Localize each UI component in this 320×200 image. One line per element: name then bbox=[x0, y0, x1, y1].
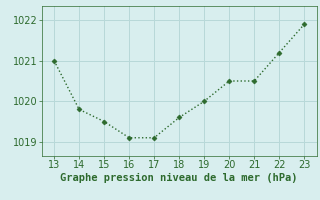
X-axis label: Graphe pression niveau de la mer (hPa): Graphe pression niveau de la mer (hPa) bbox=[60, 173, 298, 183]
